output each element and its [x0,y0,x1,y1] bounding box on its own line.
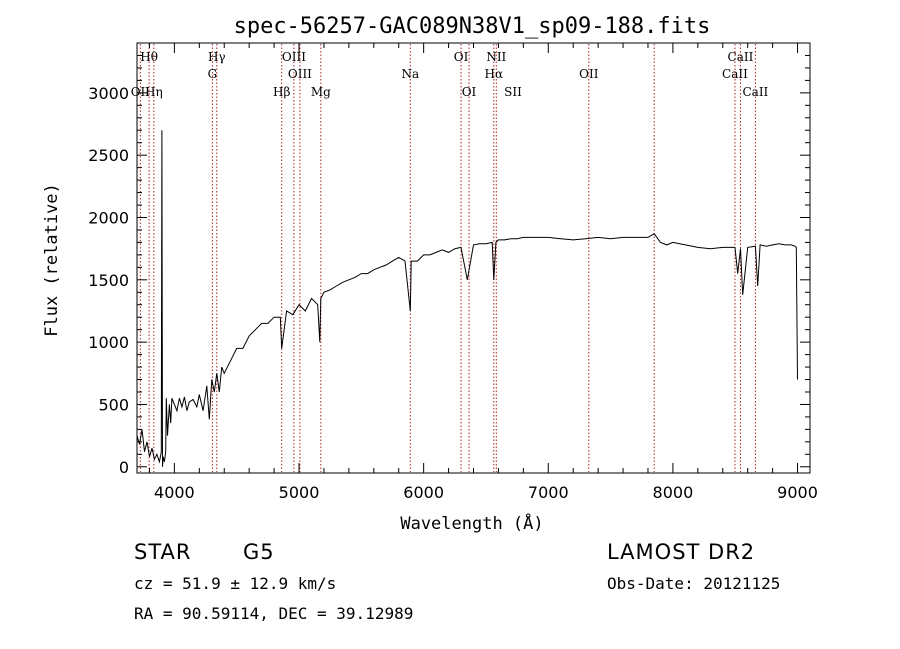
line-label: SII [504,85,522,99]
obs-date: Obs-Date: 20121125 [607,574,781,593]
y-axis-label: Flux (relative) [42,183,62,337]
y-tick-label: 1000 [88,333,129,352]
x-tick-label: 4000 [154,483,195,502]
y-tick-label: 1500 [88,271,129,290]
class-label: STAR [134,540,192,564]
y-tick-label: 2000 [88,208,129,227]
line-label: CaII [742,85,768,99]
spectrum-chart: spec-56257-GAC089N38V1_sp09-188.fits Hθ O… [42,14,818,534]
line-label: OII [131,85,151,99]
x-tick-labels: 4000 5000 6000 7000 8000 9000 [154,483,818,502]
y-tick-label: 2500 [88,146,129,165]
coordinates: RA = 90.59114, DEC = 39.12989 [134,604,414,623]
x-axis-label: Wavelength (Å) [400,512,543,534]
line-label: CaII [728,50,754,64]
line-label: Hθ [140,50,158,64]
y-tick-label: 0 [119,458,129,477]
line-label: Hβ [273,85,290,99]
line-label: Na [401,67,419,81]
survey-label: LAMOST DR2 [607,540,756,564]
line-label: OIII [282,50,306,64]
line-label: G [208,67,218,81]
subclass-label: G5 [243,540,275,564]
line-label: OIII [288,67,312,81]
axis-ticks [137,43,810,473]
line-label: Hγ [208,50,226,64]
cz-value: cz = 51.9 ± 12.9 km/s [134,574,337,593]
x-tick-label: 9000 [777,483,818,502]
line-label: Mg [311,85,331,99]
x-tick-label: 6000 [403,483,444,502]
y-tick-labels: 0 500 1000 1500 2000 2500 3000 [88,84,129,477]
plot-frame [136,42,811,474]
spectrum-line [136,130,798,467]
x-tick-label: 7000 [528,483,569,502]
line-label: Hη [145,85,163,99]
chart-title: spec-56257-GAC089N38V1_sp09-188.fits [234,14,711,39]
y-tick-label: 500 [98,395,129,414]
line-label: OII [579,67,599,81]
line-label: OI [462,85,477,99]
x-tick-label: 5000 [279,483,320,502]
y-tick-label: 3000 [88,84,129,103]
x-tick-label: 8000 [653,483,694,502]
line-label: Hα [485,67,504,81]
line-label: CaII [722,67,748,81]
line-markers [139,44,756,472]
line-label: OI [454,50,469,64]
line-label: NII [486,50,506,64]
